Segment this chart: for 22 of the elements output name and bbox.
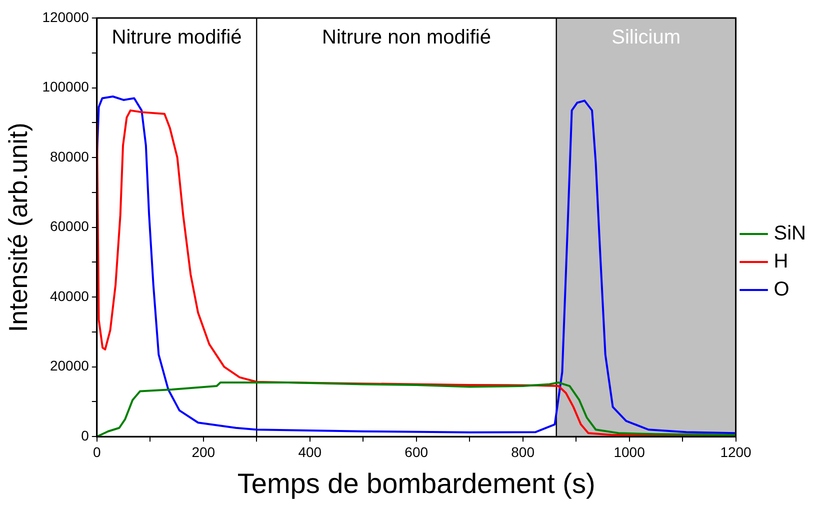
annotation: Nitrure non modifié <box>322 26 491 49</box>
x-tick-label: 1200 <box>720 444 752 460</box>
y-axis-title: Intensité (arb.unit) <box>2 122 33 332</box>
x-tick-label: 1000 <box>614 444 646 460</box>
band-label: Silicium <box>612 26 681 49</box>
y-tick-label: 40000 <box>50 288 90 304</box>
x-tick-label: 200 <box>192 444 216 460</box>
y-tick-label: 100000 <box>42 78 90 95</box>
x-tick-label: 0 <box>93 444 102 460</box>
y-tick-label: 20000 <box>50 358 90 374</box>
annotation: Nitrure modifié <box>112 26 242 49</box>
x-tick-label: 800 <box>511 444 535 460</box>
y-tick-label: 60000 <box>50 218 90 234</box>
x-tick-label: 400 <box>298 444 322 460</box>
y-tick-label: 120000 <box>42 8 90 25</box>
x-axis-title: Temps de bombardement (s) <box>237 468 596 499</box>
y-tick-label: 0 <box>81 427 90 444</box>
legend-label: SiN <box>774 222 806 245</box>
y-tick-label: 80000 <box>50 148 90 164</box>
legend-label: H <box>774 250 788 273</box>
legend-label: O <box>774 278 790 301</box>
x-tick-label: 600 <box>404 444 428 460</box>
